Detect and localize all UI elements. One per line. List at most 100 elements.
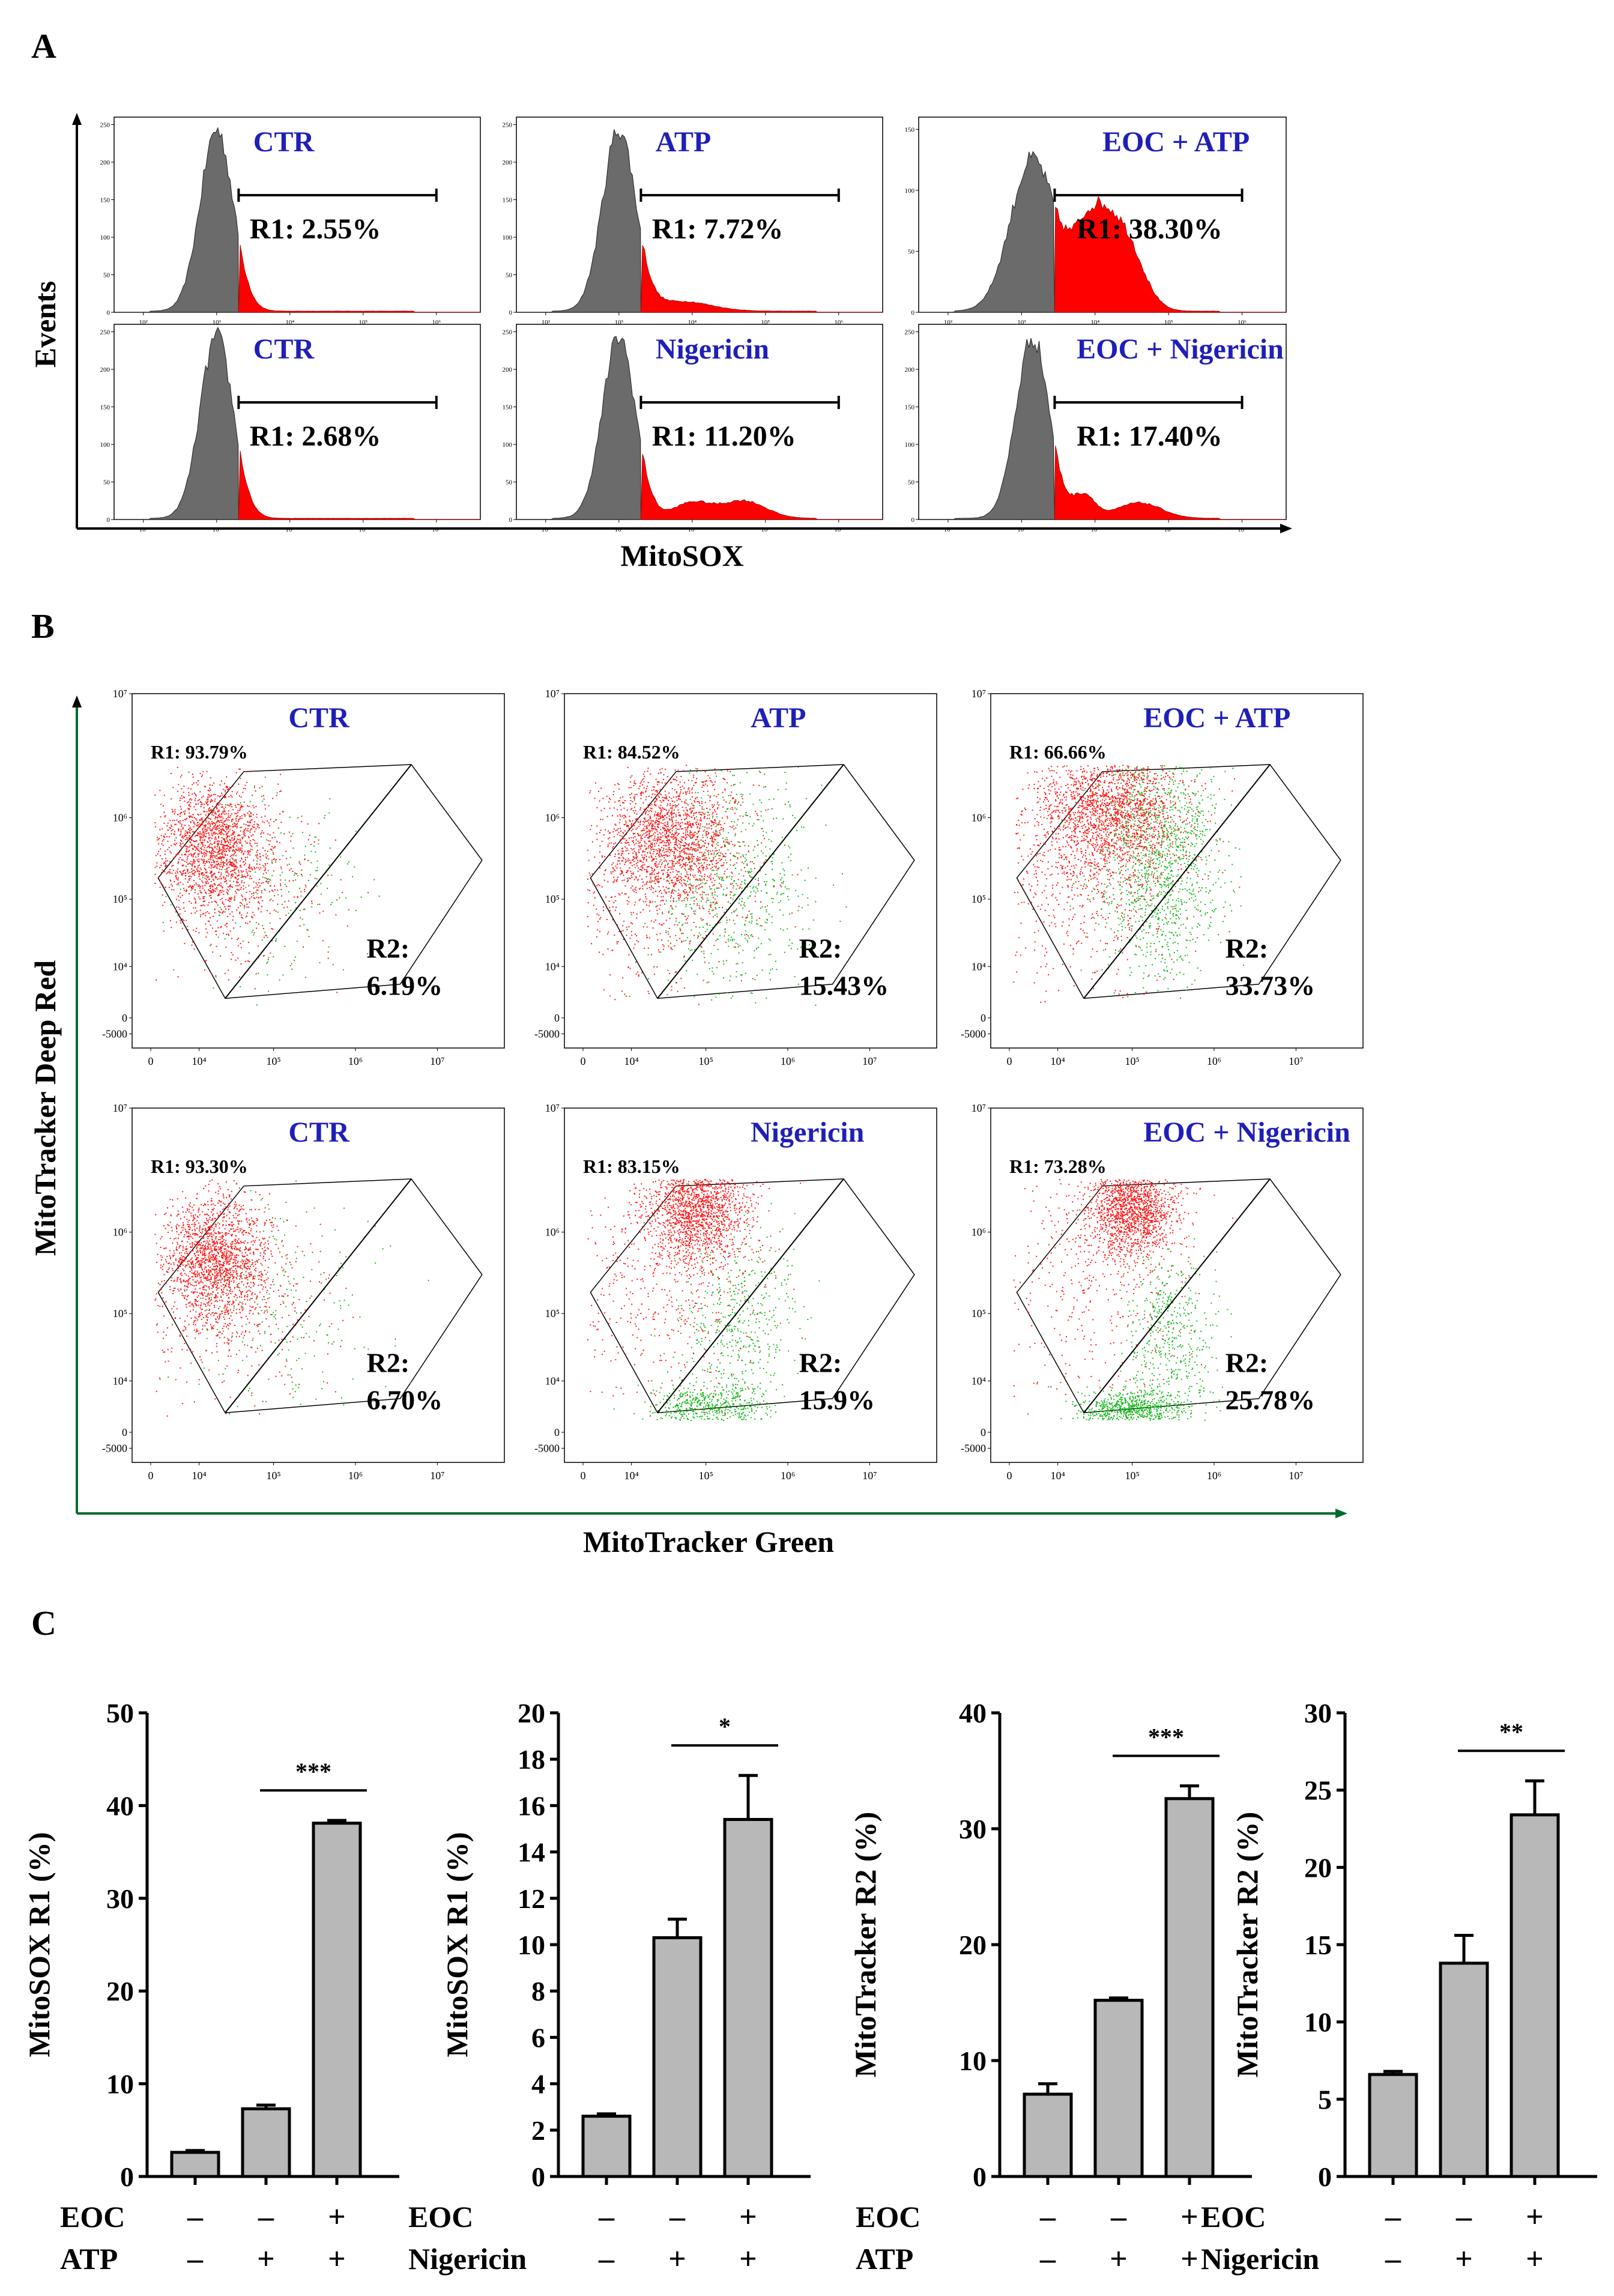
bar-chart: 0 10 20 30 40 MitoTracker R2 (%) *** EOC – – + ATP –… xyxy=(848,1698,1252,2276)
bar xyxy=(241,2107,291,2178)
r2-percent-label: 15.43% xyxy=(799,971,889,1001)
y-tick-label: 150 xyxy=(100,197,110,204)
scatter-dots-r1 xyxy=(154,766,369,993)
x-tick-label: 0 xyxy=(148,1470,154,1482)
y-tick-label: -5000 xyxy=(102,1442,127,1454)
y-tick-label: 10⁴ xyxy=(972,960,986,972)
panel-a-x-arrow xyxy=(1280,524,1292,533)
y-tick-label: 16 xyxy=(518,1790,545,1821)
y-tick-label: 0 xyxy=(531,2161,545,2192)
y-tick-label: 18 xyxy=(518,1744,545,1775)
r2-name-label: R2: xyxy=(367,1348,410,1378)
y-tick-label: 20 xyxy=(518,1698,545,1728)
treatment-sign: – xyxy=(1385,2242,1401,2276)
y-tick-label: 0 xyxy=(911,309,915,317)
panel-b-x-title: MitoTracker Green xyxy=(583,1525,834,1558)
y-tick-label: -5000 xyxy=(102,1028,127,1040)
gate-divider-line xyxy=(1083,764,1271,999)
y-tick-label: 10⁶ xyxy=(545,812,560,824)
y-tick-label: 10⁵ xyxy=(545,1307,560,1319)
scatter-dots-r1 xyxy=(1013,765,1241,1003)
x-tick-label: 10⁵ xyxy=(266,1470,280,1482)
y-tick-label: 14 xyxy=(518,1837,545,1868)
x-tick-label: 10³ xyxy=(1017,526,1026,533)
y-tick-label: 2 xyxy=(531,2115,545,2146)
treatment-sign: – xyxy=(598,2200,615,2234)
scatter-frame xyxy=(990,693,1364,1049)
y-tick-label: 150 xyxy=(905,126,915,133)
y-tick-label: 250 xyxy=(100,329,110,336)
r1-percent-label: R1: 84.52% xyxy=(583,741,680,763)
histogram-plot: 0 50 100 150 200 250 10² 10³ 10⁴ 10⁵ 10⁶ Nigericin R… xyxy=(503,324,883,533)
bar xyxy=(1164,1797,1215,2178)
y-tick-label: 10 xyxy=(518,1930,545,1960)
y-tick-label: 10⁴ xyxy=(545,960,560,972)
y-tick-label: 100 xyxy=(100,441,110,449)
histogram-plot: 0 50 100 150 200 250 10² 10³ 10⁴ 10⁵ 10⁶ CTR R1: 2.6… xyxy=(100,324,481,533)
y-tick-label: 0 xyxy=(120,2161,134,2192)
x-tick-label: 10⁵ xyxy=(266,1055,280,1067)
gate-percent-label: R1: 7.72% xyxy=(652,213,784,245)
y-tick-label: 200 xyxy=(100,366,110,374)
r2-percent-label: 25.78% xyxy=(1226,1385,1316,1416)
histogram-gated-area xyxy=(238,244,480,313)
treatment-row-label: EOC xyxy=(408,2200,473,2234)
y-tick-label: 12 xyxy=(518,1883,545,1914)
treatment-sign: – xyxy=(1455,2200,1472,2234)
y-tick-label: 10⁷ xyxy=(972,1102,986,1114)
x-tick-label: 0 xyxy=(581,1470,586,1482)
bar xyxy=(1439,1961,1489,2178)
scatter-frame xyxy=(564,1107,937,1463)
bar-chart: 0 10 20 30 40 50 MitoSOX R1 (%) *** EOC – – + ATP – + + xyxy=(22,1698,399,2276)
y-tick-label: 50 xyxy=(908,479,915,486)
histogram-frame xyxy=(113,324,481,520)
y-tick-label: -5000 xyxy=(534,1028,560,1040)
y-tick-label: 20 xyxy=(106,1976,134,2007)
treatment-sign: – xyxy=(598,2242,615,2276)
scatter-dots-r2 xyxy=(159,1180,429,1414)
treatment-sign: – xyxy=(1039,2200,1056,2234)
bar xyxy=(312,1822,362,2178)
x-tick-label: 10⁵ xyxy=(358,526,367,533)
y-tick-label: 100 xyxy=(905,441,915,449)
x-tick-label: 0 xyxy=(1007,1055,1012,1067)
bar xyxy=(1368,2073,1418,2178)
x-tick-label: 10⁶ xyxy=(781,1055,795,1067)
y-tick-label: 200 xyxy=(503,366,513,374)
r1-percent-label: R1: 93.79% xyxy=(151,741,248,763)
y-tick-label: 50 xyxy=(103,272,110,279)
y-axis-label: MitoTracker R2 (%) xyxy=(848,1812,882,2077)
y-tick-label: 150 xyxy=(905,404,915,411)
condition-label: Nigericin xyxy=(751,1116,864,1148)
condition-label: CTR xyxy=(253,126,315,158)
x-tick-label: 10² xyxy=(542,526,551,533)
x-tick-label: 10⁵ xyxy=(1164,526,1173,533)
scatter-plot: -5000 0 10⁴ 10⁵ 10⁶ 10⁷ 0 10⁴ 10⁵ 10⁶ 10⁷ ATP R1: 84… xyxy=(534,688,937,1067)
y-tick-label: 10⁵ xyxy=(545,893,560,905)
y-tick-label: 10⁶ xyxy=(545,1226,560,1238)
y-tick-label: 200 xyxy=(100,159,110,166)
y-tick-label: 0 xyxy=(509,516,513,524)
y-tick-label: 50 xyxy=(908,248,915,255)
bar xyxy=(723,1818,773,2178)
x-tick-label: 0 xyxy=(148,1055,154,1067)
y-tick-label: 10⁶ xyxy=(972,812,986,824)
x-tick-label: 10⁴ xyxy=(1050,1470,1065,1482)
histogram-gated-area xyxy=(1054,446,1286,520)
r2-name-label: R2: xyxy=(799,933,842,964)
y-tick-label: 0 xyxy=(554,1012,560,1024)
y-tick-label: -5000 xyxy=(961,1442,986,1454)
treatment-row-label: EOC xyxy=(1201,2200,1266,2234)
histogram-plot: 0 50 100 150 200 250 10² 10³ 10⁴ 10⁵ 10⁶ EOC + Nige… xyxy=(905,324,1287,533)
y-tick-label: 10⁶ xyxy=(113,812,127,824)
y-tick-label: 100 xyxy=(503,234,513,241)
y-tick-label: 0 xyxy=(981,1012,986,1024)
panel-b-y-arrow xyxy=(72,695,82,707)
treatment-row-label: Nigericin xyxy=(1201,2242,1319,2276)
scatter-plot: -5000 0 10⁴ 10⁵ 10⁶ 10⁷ 0 10⁴ 10⁵ 10⁶ 10⁷ CTR R1: 93… xyxy=(102,688,505,1067)
x-tick-label: 10⁴ xyxy=(192,1055,206,1067)
y-tick-label: 4 xyxy=(531,2069,545,2100)
y-tick-label: 250 xyxy=(905,329,915,336)
